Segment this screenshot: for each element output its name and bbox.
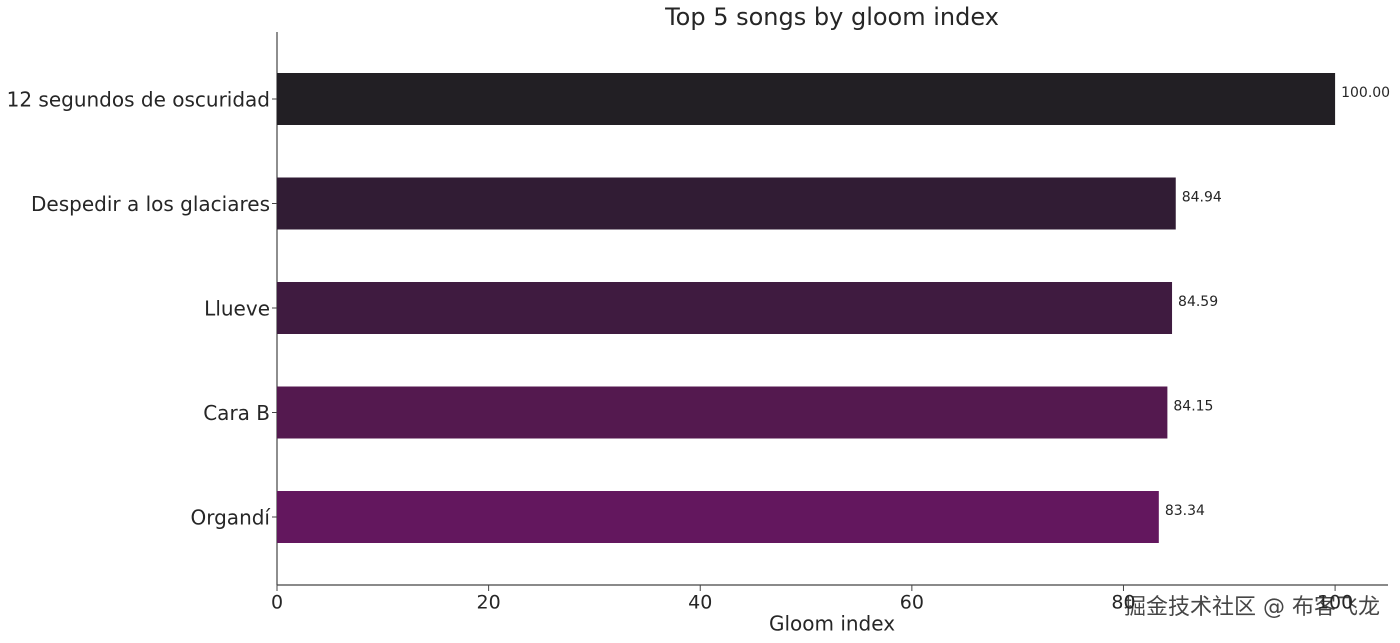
x-tick-label: 60 (900, 592, 924, 614)
value-label: 84.94 (1182, 190, 1222, 206)
bar (277, 177, 1176, 230)
y-tick-label: Cara B (203, 401, 270, 425)
y-tick-label: Despedir a los glaciares (31, 192, 270, 216)
x-tick-label: 80 (1111, 592, 1135, 614)
value-label: 84.15 (1173, 399, 1213, 415)
y-tick-label: 12 segundos de oscuridad (7, 88, 270, 112)
y-tick-label: Organdí (191, 506, 272, 530)
watermark: 掘金技术社区 @ 布客飞龙 (1124, 595, 1380, 620)
chart-title: Top 5 songs by gloom index (664, 3, 999, 31)
x-tick-label: 0 (271, 592, 283, 614)
bar (277, 73, 1336, 125)
value-label: 100.00 (1341, 85, 1390, 101)
x-axis-label: Gloom index (769, 612, 895, 636)
value-label: 84.59 (1178, 294, 1218, 310)
bar (277, 282, 1173, 334)
x-tick-label: 20 (477, 592, 501, 614)
bar (277, 386, 1168, 439)
x-tick-label: 100 (1317, 592, 1353, 614)
value-label: 83.34 (1165, 503, 1205, 519)
y-tick-label: Llueve (204, 297, 270, 321)
x-tick-label: 40 (688, 592, 712, 614)
bar (277, 491, 1159, 543)
